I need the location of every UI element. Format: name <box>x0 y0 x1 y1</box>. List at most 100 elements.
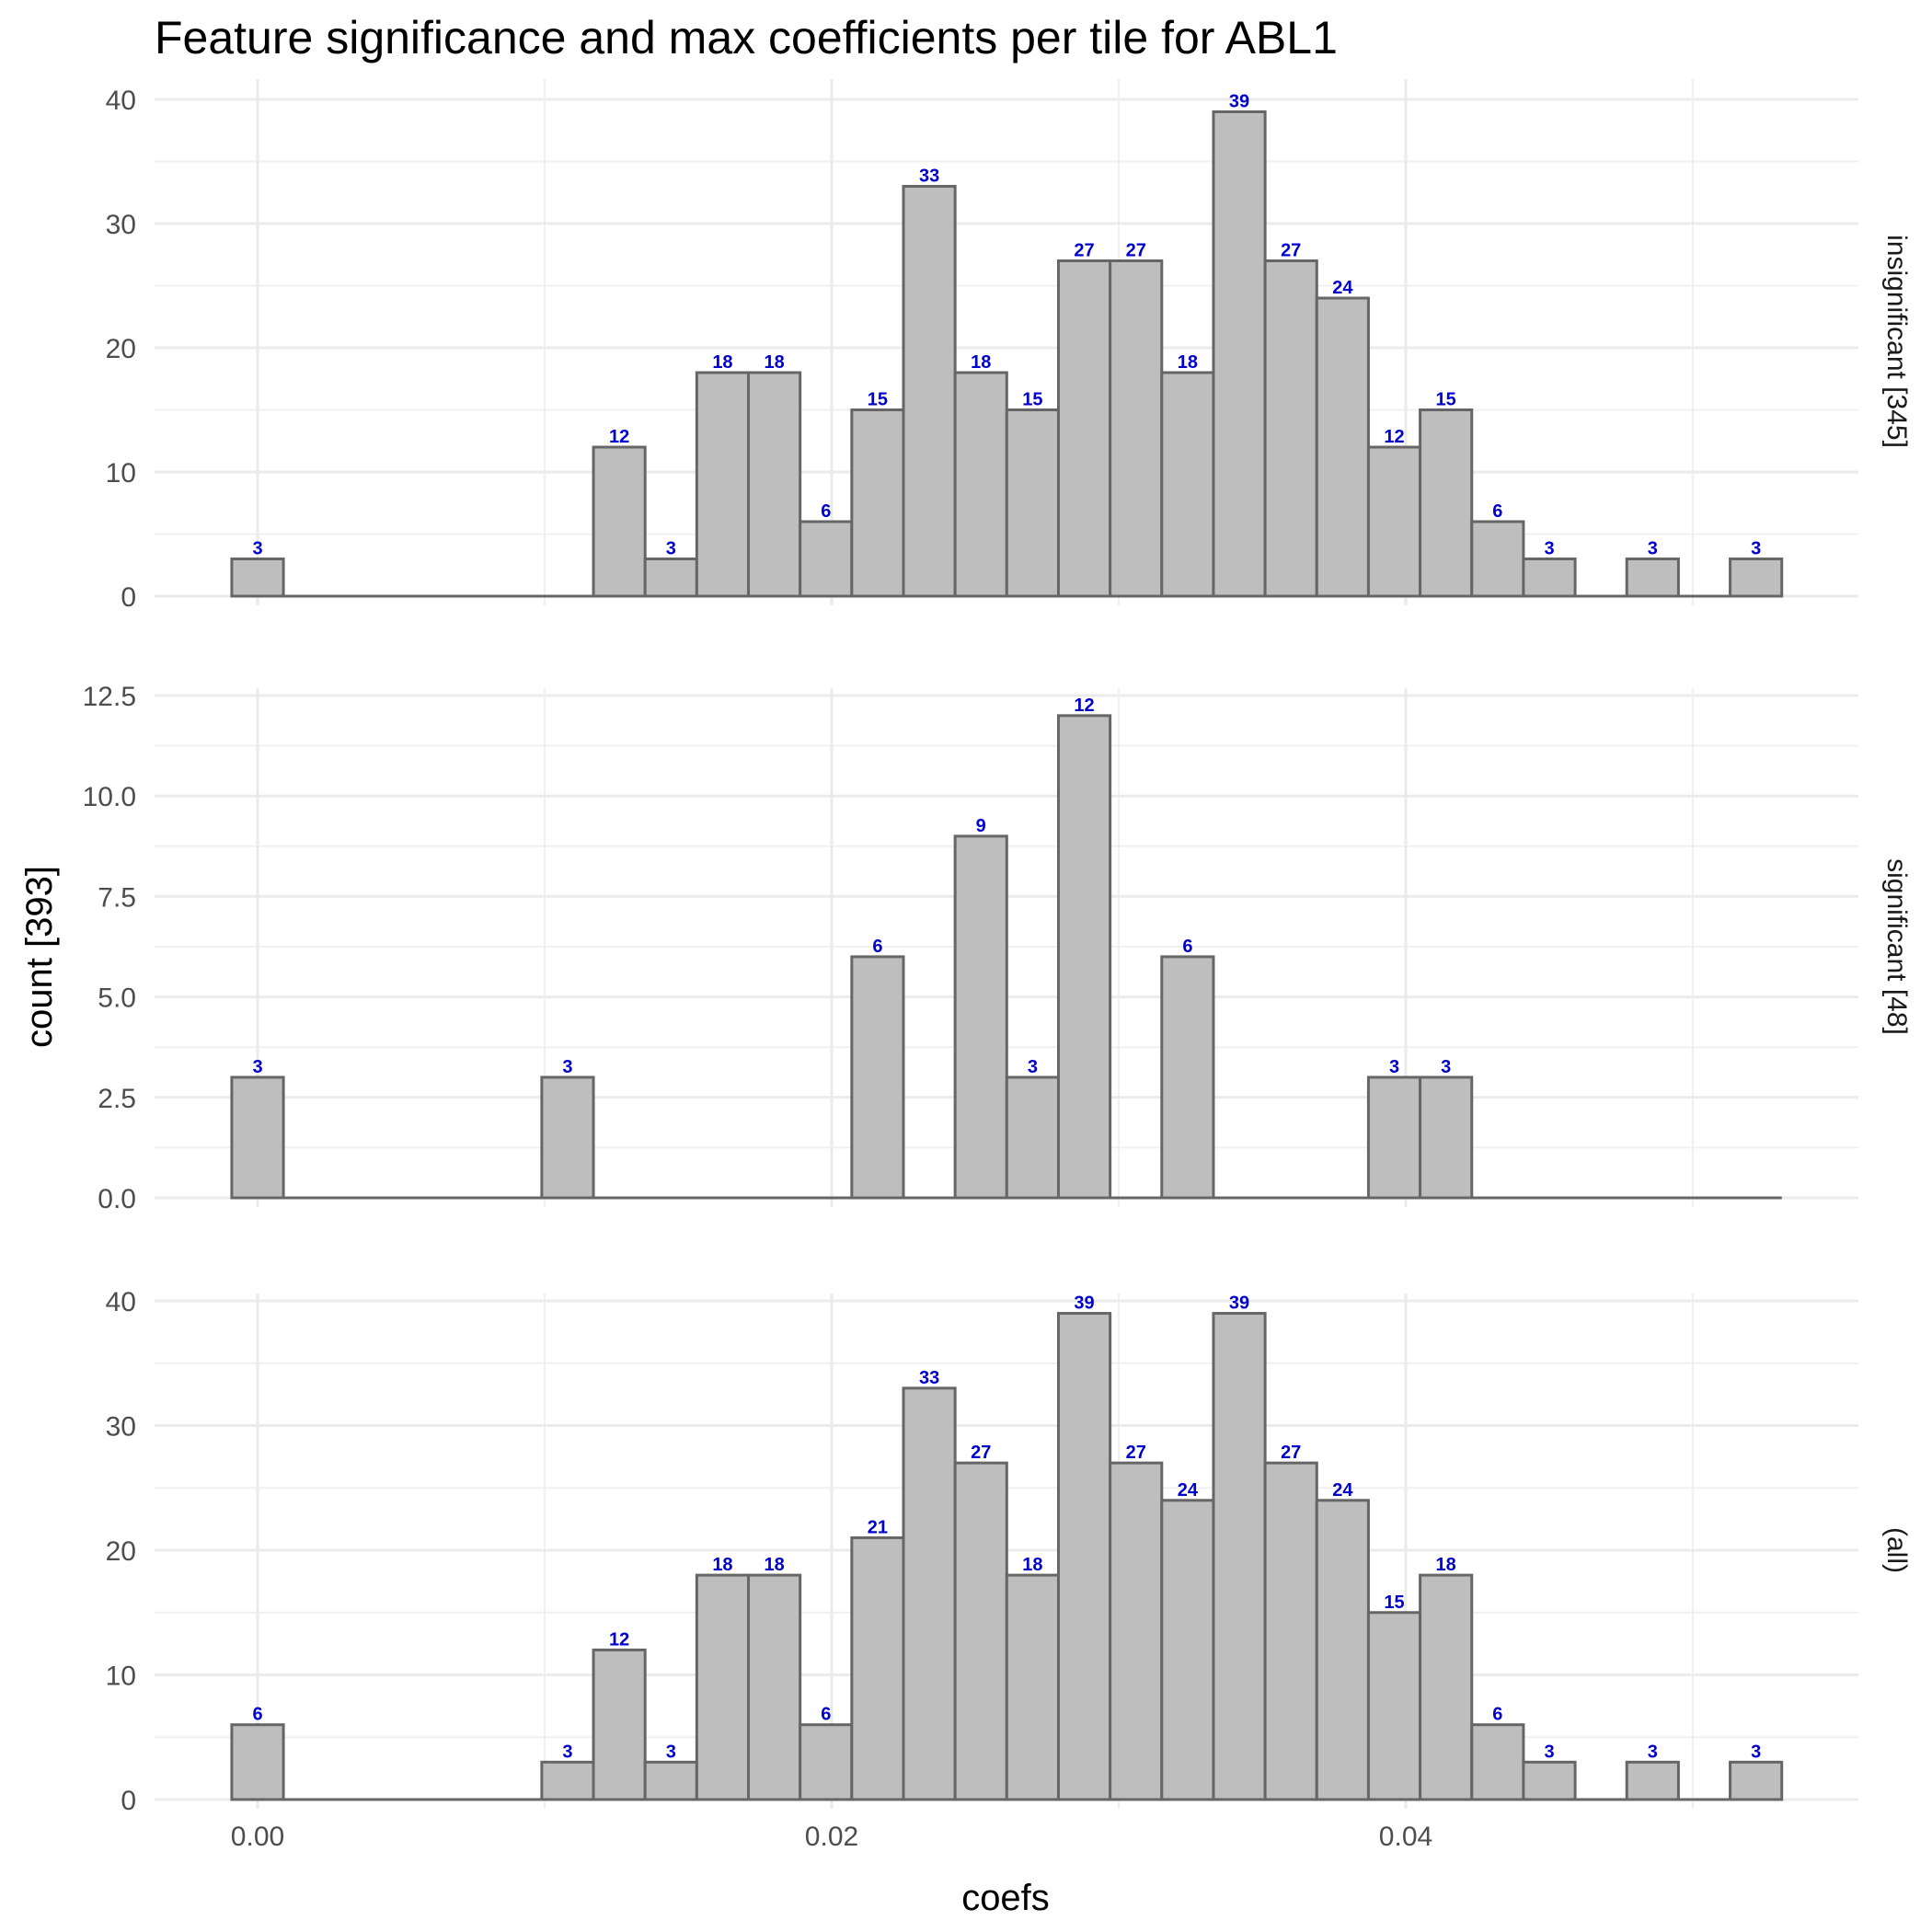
histogram-bar <box>1625 558 1680 598</box>
bar-count-label: 12 <box>1074 696 1094 716</box>
histogram-bar <box>1366 1611 1422 1801</box>
bar-count-label: 12 <box>609 427 629 447</box>
bar-count-label: 6 <box>1492 1705 1502 1725</box>
histogram-bar <box>799 1723 854 1801</box>
histogram-bar <box>1366 1075 1422 1200</box>
histogram-bar <box>1470 1723 1525 1801</box>
histogram-bar <box>953 371 1008 598</box>
bar-count-label: 3 <box>562 1742 572 1762</box>
bar-count-label: 27 <box>1074 241 1094 261</box>
histogram-bar <box>902 185 957 598</box>
bar-count-label: 3 <box>1751 1742 1761 1762</box>
bar-count-label: 3 <box>666 539 676 559</box>
x-tick-label: 0.00 <box>231 1822 284 1852</box>
y-tick-label: 30 <box>106 210 136 240</box>
bar-count-label: 39 <box>1074 1294 1094 1314</box>
bar-count-label: 24 <box>1178 1480 1199 1501</box>
histogram-bar <box>1263 259 1318 598</box>
x-tick-label: 0.02 <box>805 1822 858 1852</box>
histogram-bar <box>1470 520 1525 598</box>
y-tick-label: 10 <box>106 1662 136 1692</box>
bar-count-label: 18 <box>1022 1555 1042 1575</box>
bar-count-label: 3 <box>252 539 262 559</box>
histogram-bar <box>747 1573 802 1801</box>
bar-count-label: 24 <box>1332 1480 1353 1501</box>
y-axis-title: count [393] <box>19 866 60 1048</box>
y-tick-label: 10.0 <box>83 782 136 812</box>
bar-count-label: 15 <box>1384 1593 1404 1613</box>
histogram-bar <box>1160 371 1215 598</box>
histogram-bar <box>1419 1075 1474 1200</box>
histogram-bar <box>1729 558 1784 598</box>
histogram-bar <box>953 834 1008 1200</box>
bar-count-label: 15 <box>1436 390 1456 410</box>
histogram-bar <box>850 955 905 1200</box>
bar-count-label: 27 <box>1126 1443 1146 1463</box>
histogram-bar <box>1056 259 1112 598</box>
y-tick-label: 0 <box>121 1786 136 1816</box>
y-tick-label: 40 <box>106 86 136 116</box>
histogram-bar <box>592 445 647 598</box>
bar-count-label: 12 <box>609 1629 629 1650</box>
facet-strip-label: insignificant [345] <box>1881 235 1912 448</box>
facet-strip-label: significant [48] <box>1881 858 1912 1035</box>
histogram-bar <box>695 1573 751 1801</box>
histogram-bar <box>1160 1499 1215 1801</box>
bar-count-label: 3 <box>1648 1742 1658 1762</box>
histogram-bar <box>643 558 698 598</box>
histogram-bar <box>1212 110 1267 598</box>
histogram-bar <box>230 558 285 598</box>
bar-count-label: 3 <box>1028 1057 1038 1077</box>
histogram-bar <box>850 408 905 598</box>
bar-count-label: 6 <box>252 1705 262 1725</box>
bar-count-label: 6 <box>821 501 831 522</box>
histogram-bar <box>1212 1312 1267 1801</box>
bar-count-label: 33 <box>919 1368 939 1388</box>
histogram-bar <box>1729 1760 1784 1801</box>
bar-count-label: 3 <box>666 1742 676 1762</box>
bar-count-label: 33 <box>919 167 939 187</box>
histogram-bar <box>1056 1312 1112 1801</box>
bar-count-label: 3 <box>1544 539 1554 559</box>
chart-title: Feature significance and max coefficient… <box>155 12 1338 63</box>
histogram-bar <box>1005 1075 1060 1200</box>
histogram-bar <box>1315 1499 1370 1801</box>
histogram-bar <box>230 1075 285 1200</box>
bar-count-label: 15 <box>868 390 888 410</box>
histogram-bar <box>643 1760 698 1801</box>
bar-count-label: 18 <box>1436 1555 1456 1575</box>
histogram-bar <box>1005 408 1060 598</box>
bar-count-label: 24 <box>1332 278 1353 298</box>
histogram-bar <box>592 1648 647 1801</box>
bar-count-label: 3 <box>1648 539 1658 559</box>
histogram-bar <box>1625 1760 1680 1801</box>
y-tick-label: 2.5 <box>98 1084 136 1114</box>
bar-count-label: 18 <box>764 352 784 373</box>
histogram-bar <box>953 1461 1008 1801</box>
bar-count-label: 3 <box>562 1057 572 1077</box>
histogram-bar <box>230 1723 285 1801</box>
bar-count-label: 18 <box>764 1555 784 1575</box>
histogram-bar <box>540 1760 595 1801</box>
x-axis-title: coefs <box>961 1878 1050 1918</box>
y-tick-label: 0.0 <box>98 1184 136 1214</box>
bar-count-label: 6 <box>872 937 882 957</box>
y-tick-label: 30 <box>106 1412 136 1443</box>
histogram-bar <box>902 1386 957 1801</box>
histogram-bar <box>799 520 854 598</box>
histogram-bar <box>1419 1573 1474 1801</box>
bar-count-label: 18 <box>1178 352 1198 373</box>
histogram-bar <box>695 371 751 598</box>
y-tick-label: 5.0 <box>98 983 136 1014</box>
bar-count-label: 27 <box>1126 241 1146 261</box>
bar-count-label: 18 <box>712 352 732 373</box>
bar-count-label: 9 <box>976 816 986 836</box>
bar-count-label: 3 <box>1389 1057 1399 1077</box>
bar-count-label: 6 <box>1182 937 1192 957</box>
facet-strip-label: (all) <box>1881 1527 1912 1573</box>
bar-count-label: 15 <box>1022 390 1042 410</box>
